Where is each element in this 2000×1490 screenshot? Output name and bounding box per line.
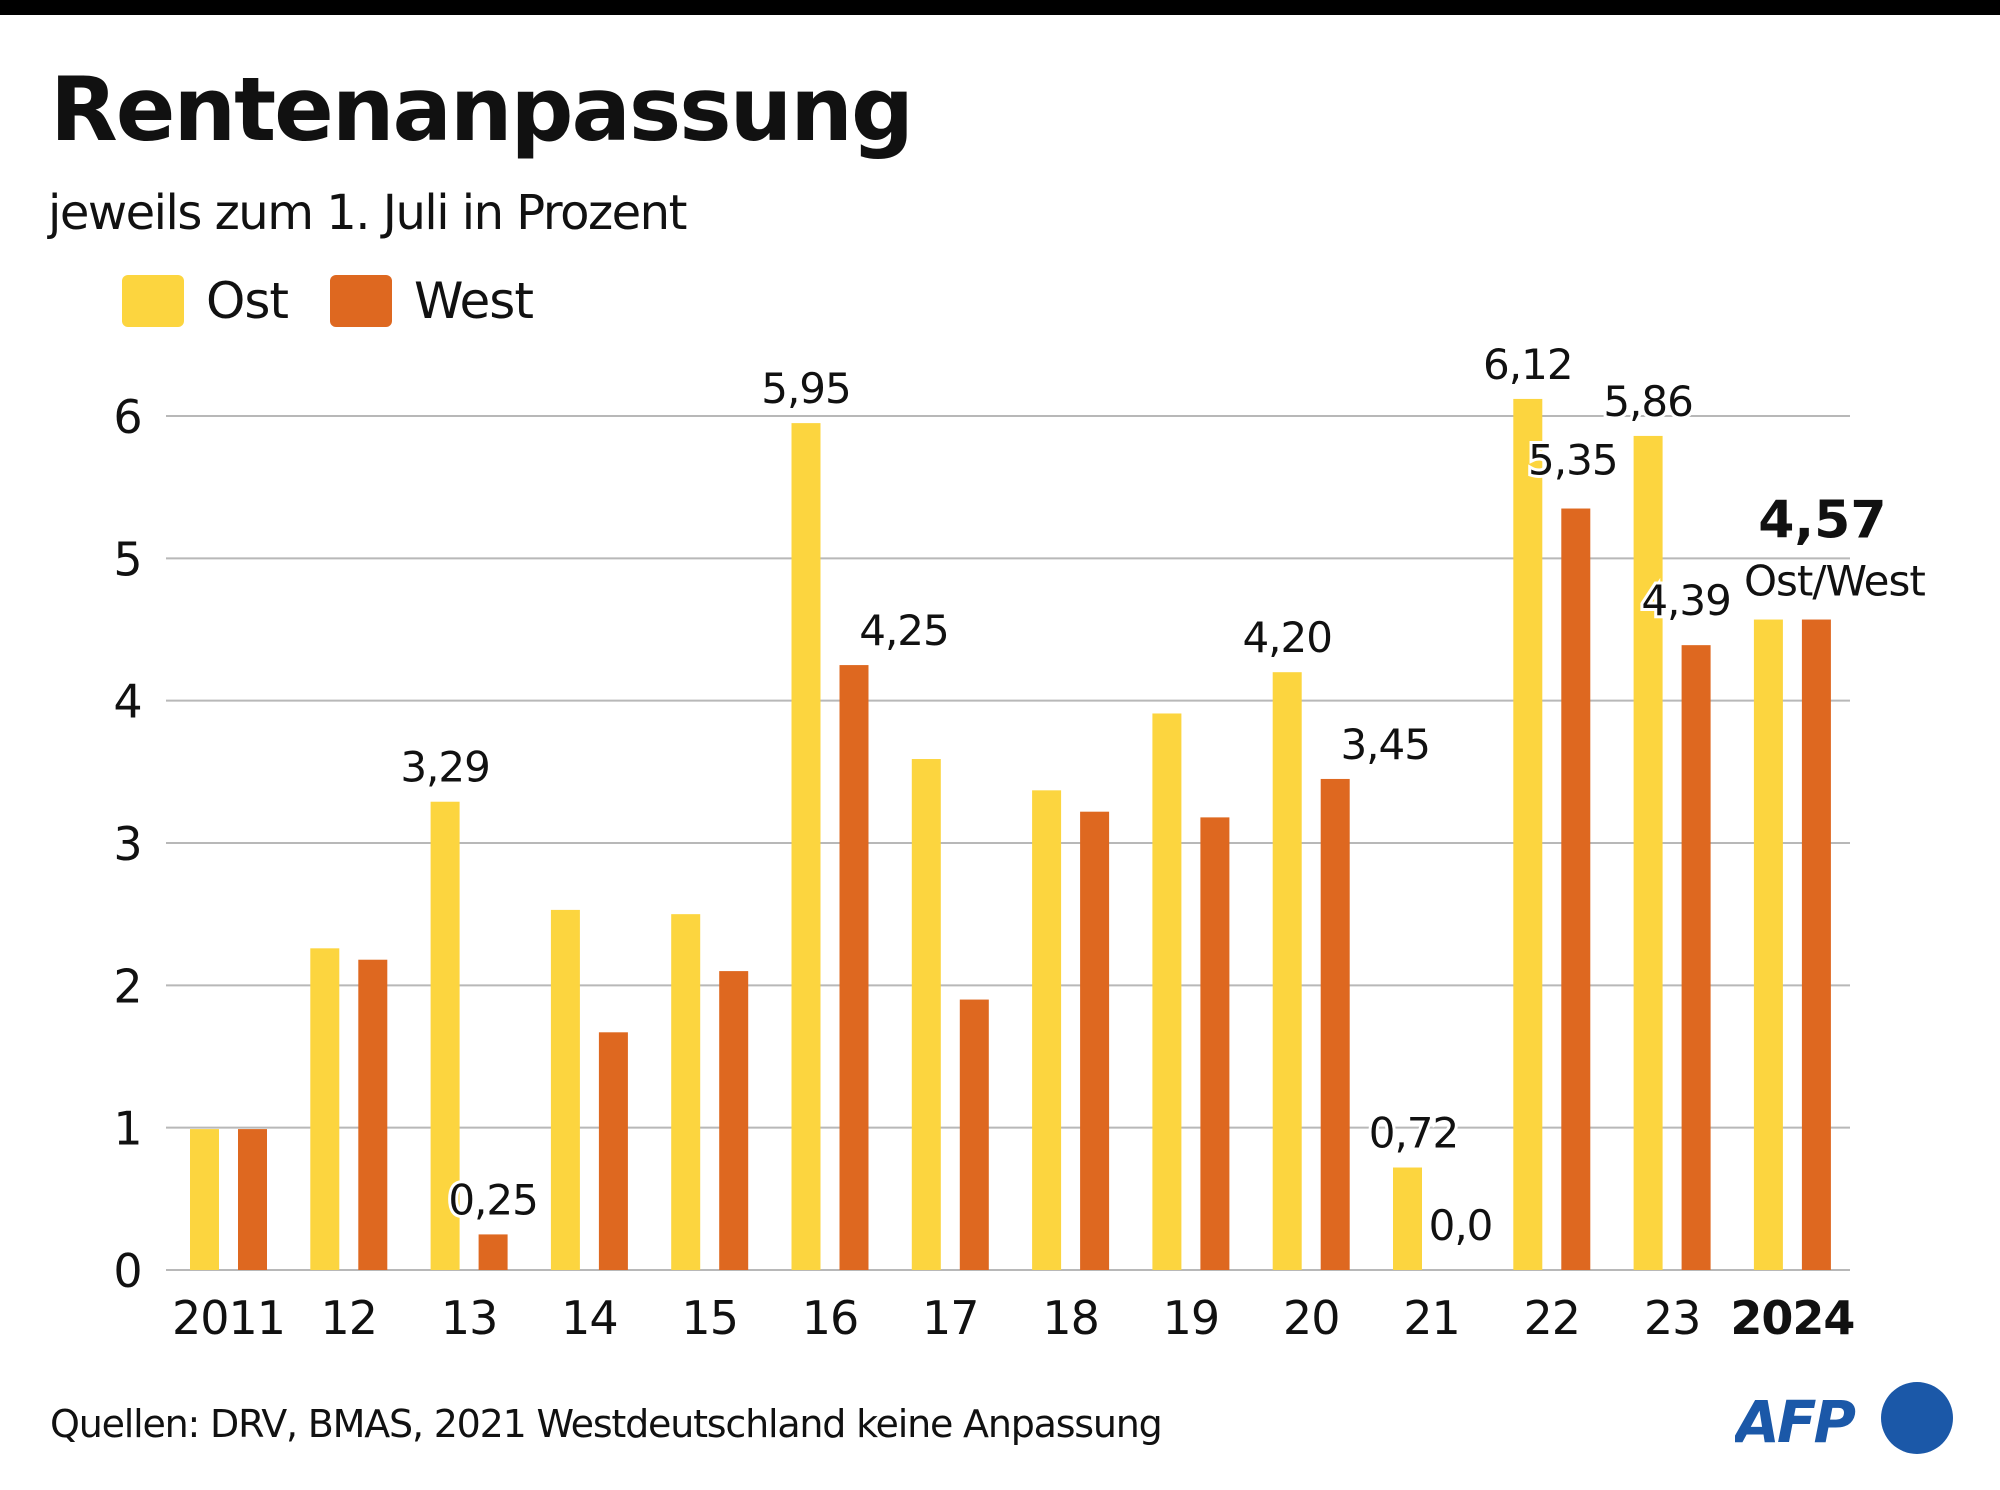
data-label: 5,35 [1528,436,1618,485]
legend-label-ost: Ost [206,272,289,330]
bar-west-22 [1561,508,1591,1270]
bar-ost-19 [1152,713,1182,1270]
bar-west-15 [719,971,749,1270]
y-tick-label: 0 [113,1244,142,1298]
bar-ost-23 [1633,435,1663,1271]
bar-west-17 [959,999,989,1270]
legend-label-west: West [414,272,534,330]
bar-west-2024 [1801,619,1831,1270]
data-label: 0,72 [1369,1109,1459,1158]
y-tick-label: 1 [113,1102,142,1156]
y-tick-label: 4 [113,675,142,729]
data-label: 6,12 [1483,340,1573,389]
x-tick-label: 23 [1644,1291,1701,1345]
bar-ost-21 [1393,1167,1422,1270]
bar-ost-20 [1272,672,1302,1270]
bar-ost-2011 [190,1129,219,1270]
y-tick-label: 2 [113,959,142,1013]
legend-item-ost: Ost [122,272,289,330]
bar-ost-2024 [1753,619,1783,1270]
chart-title: Rentenanpassung [50,58,914,161]
bar-ost-18 [1032,790,1062,1270]
x-tick-label: 2024 [1730,1291,1854,1345]
bar-west-12 [358,959,388,1270]
x-tick-label: 17 [922,1291,979,1345]
data-label: 5,95 [761,364,851,413]
bar-west-20 [1320,778,1350,1270]
x-tick-label: 22 [1524,1291,1581,1345]
bar-ost-22 [1513,398,1543,1270]
bar-west-13 [478,1234,508,1270]
afp-logo-dot-icon [1881,1382,1953,1454]
source-note: Quellen: DRV, BMAS, 2021 Westdeutschland… [50,1402,1163,1446]
x-tick-label: 14 [561,1291,618,1345]
legend-swatch-ost [122,275,184,327]
x-tick-label: 13 [441,1291,498,1345]
bar-west-14 [598,1032,628,1270]
bar-ost-13 [430,801,460,1270]
x-tick-label: 19 [1163,1291,1220,1345]
y-tick-label: 3 [113,817,142,871]
bar-ost-17 [911,759,941,1270]
afp-logo: AFP [1735,1382,1953,1456]
bar-west-18 [1080,811,1110,1270]
bar-west-23 [1681,645,1711,1270]
bar-west-19 [1200,817,1230,1270]
top-bar [0,0,2000,15]
y-tick-label: 6 [113,390,142,444]
data-label: 4,57 [1758,491,1886,551]
data-label-subtext: Ost/West [1744,557,1925,606]
legend: Ost West [122,272,575,330]
x-tick-label: 12 [321,1291,378,1345]
legend-item-west: West [330,272,534,330]
y-tick-label: 5 [113,532,142,586]
bar-ost-12 [310,948,340,1270]
bar-ost-16 [791,423,821,1270]
data-label: 0,25 [448,1175,538,1224]
x-tick-label: 16 [802,1291,859,1345]
data-label: 4,25 [859,606,949,655]
bar-west-2011 [238,1129,267,1270]
data-label: 4,20 [1242,613,1332,662]
legend-swatch-west [330,275,393,327]
bar-west-16 [839,665,869,1270]
data-label: 4,39 [1641,576,1731,625]
bar-ost-14 [550,909,580,1270]
x-tick-label: 20 [1283,1291,1340,1345]
data-label: 0,0 [1429,1201,1493,1250]
x-tick-label: 21 [1403,1291,1460,1345]
bar-ost-15 [671,914,701,1270]
x-tick-label: 2011 [172,1291,285,1345]
data-label: 5,86 [1603,377,1693,426]
data-label: 3,45 [1340,720,1430,769]
data-label: 3,29 [400,743,490,792]
chart-subtitle: jeweils zum 1. Juli in Prozent [48,185,687,241]
x-tick-label: 18 [1042,1291,1099,1345]
afp-logo-text: AFP [1735,1388,1856,1456]
x-tick-label: 15 [681,1291,738,1345]
